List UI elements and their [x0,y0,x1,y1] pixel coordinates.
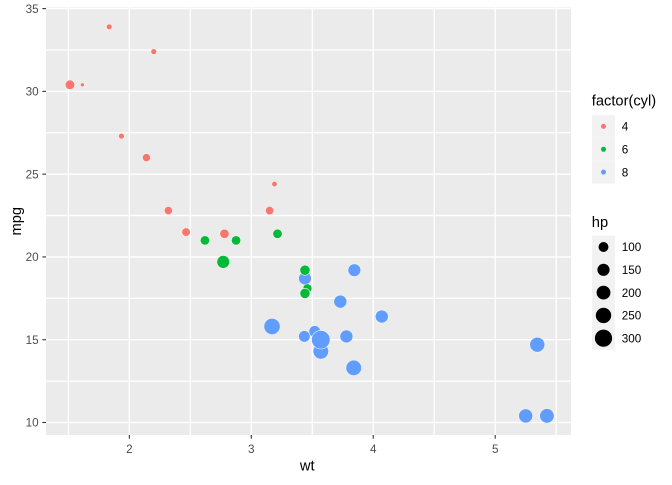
svg-text:3: 3 [248,443,255,456]
svg-text:250: 250 [622,310,642,323]
svg-text:factor(cyl): factor(cyl) [592,93,656,109]
svg-text:35: 35 [26,3,40,16]
svg-text:mpg: mpg [9,207,25,236]
svg-text:30: 30 [26,86,40,99]
svg-text:5: 5 [492,443,499,456]
svg-text:150: 150 [622,264,642,277]
svg-text:wt: wt [299,458,315,474]
svg-text:6: 6 [622,144,629,157]
svg-text:15: 15 [26,334,40,347]
svg-text:25: 25 [26,168,40,181]
svg-text:2: 2 [126,443,133,456]
svg-text:100: 100 [622,241,642,254]
svg-text:4: 4 [622,121,629,134]
svg-text:8: 8 [622,166,629,179]
svg-text:4: 4 [370,443,377,456]
svg-text:hp: hp [592,215,608,231]
svg-text:200: 200 [622,287,642,300]
svg-text:300: 300 [622,332,642,345]
svg-text:10: 10 [26,417,40,430]
svg-text:20: 20 [26,251,40,264]
